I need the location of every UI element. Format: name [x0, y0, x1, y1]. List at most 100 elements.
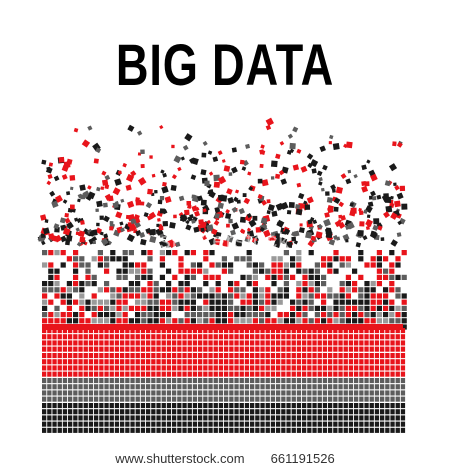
- grid-pixel: [344, 365, 348, 370]
- mosaic-pixel: [79, 306, 84, 311]
- grid-pixel: [370, 428, 374, 433]
- scatter-pixel: [341, 173, 347, 179]
- grid-pixel: [104, 384, 108, 389]
- grid-pixel: [84, 422, 88, 427]
- grid-pixel: [297, 403, 301, 408]
- grid-pixel: [401, 422, 405, 427]
- mosaic-pixel: [265, 269, 270, 274]
- grid-pixel: [375, 384, 379, 389]
- grid-pixel: [63, 384, 67, 389]
- mosaic-pixel: [259, 306, 264, 311]
- grid-pixel: [234, 428, 238, 433]
- mosaic-pixel: [178, 318, 183, 323]
- mosaic-pixel: [178, 269, 183, 274]
- grid-pixel: [136, 403, 140, 408]
- scatter-pixel: [334, 207, 339, 212]
- grid-pixel: [219, 353, 223, 358]
- grid-pixel: [380, 334, 384, 339]
- mosaic-pixel: [178, 262, 183, 267]
- grid-pixel: [94, 409, 98, 414]
- grid-pixel: [245, 334, 249, 339]
- scatter-pixel: [136, 200, 142, 206]
- mosaic-pixel: [48, 269, 53, 274]
- grid-pixel: [344, 372, 348, 377]
- grid-pixel: [167, 397, 171, 402]
- grid-pixel: [224, 384, 228, 389]
- grid-pixel: [276, 415, 280, 420]
- grid-pixel: [328, 428, 332, 433]
- mosaic-pixel: [327, 318, 332, 323]
- grid-pixel: [47, 384, 51, 389]
- mosaic-pixel: [135, 300, 140, 305]
- grid-pixel: [130, 378, 134, 383]
- grid-pixel: [245, 353, 249, 358]
- grid-pixel: [99, 390, 103, 395]
- grid-pixel: [172, 365, 176, 370]
- grid-pixel: [250, 422, 254, 427]
- grid-pixel: [240, 428, 244, 433]
- mosaic-pixel: [271, 275, 276, 280]
- grid-pixel: [312, 409, 316, 414]
- grid-pixel: [286, 365, 290, 370]
- mosaic-pixel: [185, 306, 190, 311]
- mosaic-pixel: [302, 269, 307, 274]
- grid-pixel: [292, 415, 296, 420]
- mosaic-pixel: [48, 262, 53, 267]
- grid-pixel: [177, 353, 181, 358]
- grid-pixel: [188, 340, 192, 345]
- grid-pixel: [229, 365, 233, 370]
- mosaic-pixel: [377, 300, 382, 305]
- grid-pixel: [318, 409, 322, 414]
- mosaic-pixel: [278, 293, 283, 298]
- mosaic-pixel: [110, 312, 115, 317]
- grid-pixel: [208, 397, 212, 402]
- grid-pixel: [58, 378, 62, 383]
- grid-pixel: [162, 359, 166, 364]
- grid-pixel: [292, 340, 296, 345]
- mosaic-pixel: [160, 318, 165, 323]
- grid-pixel: [307, 353, 311, 358]
- grid-pixel: [349, 428, 353, 433]
- grid-pixel: [271, 340, 275, 345]
- grid-pixel: [234, 422, 238, 427]
- mosaic-pixel: [98, 287, 103, 292]
- mosaic-pixel: [154, 306, 159, 311]
- grid-pixel: [297, 390, 301, 395]
- scatter-pixel: [296, 183, 301, 188]
- grid-pixel: [312, 353, 316, 358]
- mosaic-pixel: [333, 269, 338, 274]
- mosaic-pixel: [178, 300, 183, 305]
- grid-pixel: [110, 334, 114, 339]
- grid-pixel: [297, 359, 301, 364]
- grid-pixel: [344, 334, 348, 339]
- mosaic-pixel: [147, 306, 152, 311]
- grid-pixel: [78, 384, 82, 389]
- grid-pixel: [89, 384, 93, 389]
- grid-pixel: [364, 428, 368, 433]
- grid-pixel: [224, 422, 228, 427]
- grid-pixel: [354, 334, 358, 339]
- grid-pixel: [354, 347, 358, 352]
- grid-pixel: [380, 347, 384, 352]
- scatter-pixel: [289, 143, 295, 149]
- grid-pixel: [401, 340, 405, 345]
- mosaic-pixel: [321, 262, 326, 267]
- mosaic-pixel: [216, 275, 221, 280]
- grid-pixel: [281, 359, 285, 364]
- mosaic-pixel: [178, 287, 183, 292]
- grid-pixel: [58, 347, 62, 352]
- mosaic-pixel: [92, 275, 97, 280]
- grid-pixel: [42, 403, 46, 408]
- mosaic-pixel: [340, 281, 345, 286]
- mosaic-pixel: [67, 312, 72, 317]
- mosaic-pixel: [364, 262, 369, 267]
- mosaic-pixel: [222, 293, 227, 298]
- mosaic-pixel: [278, 300, 283, 305]
- grid-pixel: [104, 340, 108, 345]
- grid-pixel: [172, 415, 176, 420]
- mosaic-pixel: [42, 312, 47, 317]
- grid-pixel: [255, 353, 259, 358]
- grid-pixel: [214, 340, 218, 345]
- grid-pixel: [297, 365, 301, 370]
- scatter-pixel: [200, 169, 206, 175]
